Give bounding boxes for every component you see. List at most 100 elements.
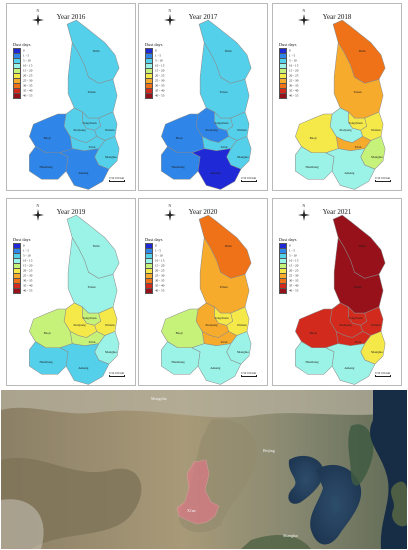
north-arrow-icon (164, 209, 176, 221)
legend-label: 15 - 20 (23, 263, 33, 268)
city-label: Ankang (78, 171, 89, 176)
north-label: N (302, 9, 306, 13)
city-label: Hanzhong (171, 360, 185, 364)
city-label: Shangluo (104, 349, 117, 354)
legend-label: 10 - 15 (23, 63, 33, 68)
north-arrow-icon (298, 209, 310, 221)
city-label: Yulin (92, 48, 100, 53)
scale-line (109, 179, 125, 182)
legend-label: 25 - 30 (289, 273, 299, 278)
legend-label: 1 - 5 (155, 53, 162, 58)
city-label: Weinan (104, 323, 115, 328)
city-label: Xi'an (354, 144, 362, 149)
legend-swatch (279, 93, 287, 99)
map-panel: Yulin Yanan Tongchuan Weinan Xi'an Baoji Xiany… (138, 3, 268, 191)
city-label: Xianyang (339, 323, 352, 328)
scale-line (109, 374, 125, 377)
city-label: Xianyang (205, 128, 218, 133)
north-label: N (168, 9, 172, 13)
yellow-sea (310, 464, 362, 545)
map-panel: Yulin Yanan Tongchuan Weinan Xi'an Baoji Xiany… (272, 198, 402, 386)
city-label: Baoji (175, 136, 183, 141)
legend-label: 35 - 40 (155, 88, 165, 93)
scale-line (375, 374, 391, 377)
snow-patch (1, 499, 44, 549)
legend-label: 40 - 55 (289, 93, 299, 98)
legend-label: 15 - 20 (155, 263, 165, 268)
region-ankang (325, 148, 376, 190)
city-label: Baoji (43, 136, 51, 141)
shaanxi-map (161, 214, 252, 385)
legend-label: 35 - 40 (23, 88, 33, 93)
city-label: Yulin (358, 243, 366, 248)
region-baoji (161, 113, 205, 154)
shaanxi-highlight (176, 459, 220, 525)
legend-label: 10 - 15 (155, 258, 165, 263)
satellite-label: Mongolia (151, 396, 167, 401)
legend-label: 10 - 15 (155, 63, 165, 68)
legend-label: 15 - 20 (155, 68, 165, 73)
legend-label: 0 (23, 243, 25, 248)
legend-label: 10 - 15 (23, 258, 33, 263)
legend-label: 1 - 5 (289, 53, 296, 58)
region-ankang (191, 343, 242, 385)
shaanxi-map (29, 214, 120, 385)
legend-label: 30 - 35 (289, 278, 299, 283)
legend-title: Dust days (145, 42, 163, 47)
legend-label: 25 - 30 (155, 78, 165, 83)
city-label: Tongchuan (82, 316, 97, 321)
legend-label: 15 - 20 (289, 263, 299, 268)
legend-label: 35 - 40 (155, 283, 165, 288)
legend-label: 0 (289, 243, 291, 248)
scale-line (241, 179, 257, 182)
city-label: Xi'an (220, 144, 228, 149)
city-label: Yanan (219, 284, 228, 289)
legend-label: 25 - 30 (23, 78, 33, 83)
map-panel: Yulin Yanan Tongchuan Weinan Xi'an Baoji Xiany… (6, 198, 136, 386)
legend-item: 40 - 55 (13, 288, 32, 294)
city-label: Yulin (224, 48, 232, 53)
legend-label: 0 (23, 48, 25, 53)
legend-item: 40 - 55 (13, 93, 33, 99)
legend-label: 10 - 15 (289, 258, 299, 263)
bohai-sea (288, 455, 324, 504)
legend-label: 0 (155, 243, 157, 248)
legend-label: 20 - 25 (289, 268, 299, 273)
legend-label: 0 (155, 48, 157, 53)
satellite-label: Shanghai (283, 533, 298, 538)
city-label: Tongchuan (214, 316, 229, 321)
panel-title: Year 2017 (188, 13, 218, 21)
north-label: N (36, 9, 40, 13)
legend-label: 35 - 40 (289, 283, 299, 288)
legend-swatch (145, 288, 153, 294)
city-label: Xianyang (339, 128, 352, 133)
city-label: Tongchuan (348, 121, 363, 126)
shaanxi-map (29, 19, 120, 190)
japan-island (391, 481, 407, 527)
city-label: Yanan (219, 89, 228, 94)
legend-label: 40 - 55 (23, 93, 33, 98)
panel-title: Year 2018 (322, 13, 352, 21)
shaanxi-map (161, 19, 252, 190)
region-ankang (59, 148, 110, 190)
city-label: Xi'an (220, 339, 228, 344)
city-label: Baoji (43, 331, 51, 336)
scale-bar: 0 50 100 km (375, 176, 391, 182)
city-label: Hanzhong (305, 165, 319, 169)
city-label: Hanzhong (171, 165, 185, 169)
legend-label: 35 - 40 (23, 283, 33, 288)
legend-label: 5 - 10 (289, 253, 297, 258)
legend-label: 15 - 20 (23, 68, 33, 73)
legend-label: 20 - 25 (289, 73, 299, 78)
city-label: Yanan (87, 284, 96, 289)
satellite-image: Mongolia Beijing Xi'an Shanghai (1, 390, 407, 549)
legend-item: 40 - 55 (145, 288, 165, 294)
panel-title: Year 2020 (188, 208, 218, 216)
legend-label: 40 - 55 (155, 288, 165, 293)
city-label: Baoji (309, 136, 317, 141)
city-label: Yulin (92, 243, 100, 248)
city-label: Tongchuan (348, 316, 363, 321)
legend-label: 35 - 40 (289, 88, 299, 93)
